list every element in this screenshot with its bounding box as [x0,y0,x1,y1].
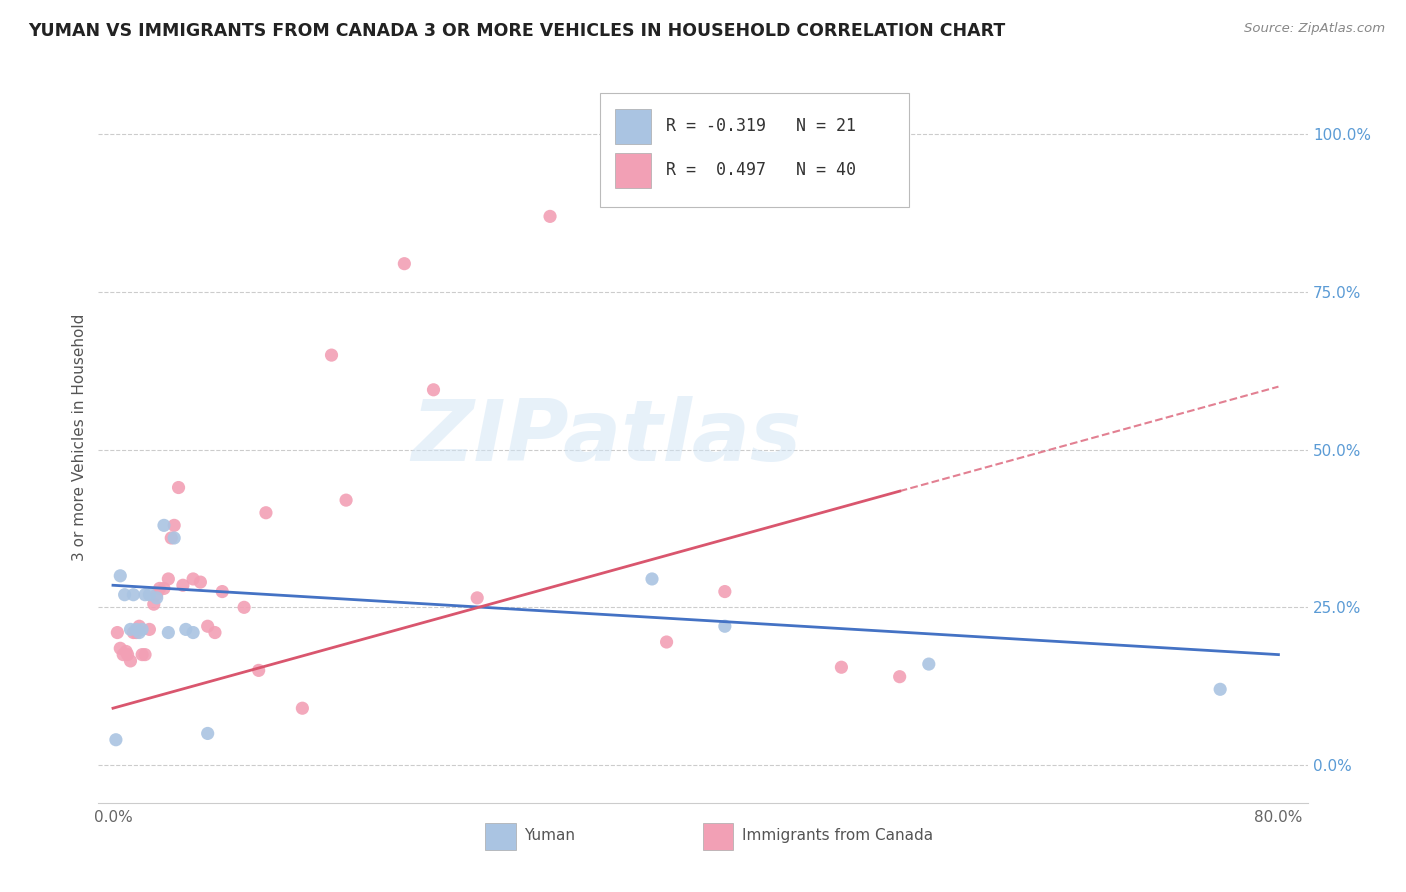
Point [163,531,186,545]
Point [830,660,852,674]
Point [422,383,444,397]
Point [120,654,142,668]
Point [174,623,197,637]
Point [134,588,156,602]
Point [131,623,153,637]
Point [714,584,737,599]
FancyBboxPatch shape [485,822,516,850]
Point [145,591,167,605]
Point [104,732,127,747]
Point [110,569,132,583]
Point [233,600,256,615]
Point [110,641,132,656]
Point [335,493,357,508]
Point [181,625,204,640]
Point [125,623,148,637]
Point [134,648,156,662]
Point [211,584,233,599]
Point [153,518,176,533]
Point [160,531,183,545]
Point [142,597,165,611]
Point [157,625,180,640]
Point [172,578,194,592]
Point [114,588,136,602]
FancyBboxPatch shape [703,822,734,850]
Point [641,572,664,586]
Point [120,623,142,637]
Point [128,625,150,640]
Text: R =  0.497   N = 40: R = 0.497 N = 40 [665,161,855,179]
Y-axis label: 3 or more Vehicles in Household: 3 or more Vehicles in Household [72,313,87,561]
Point [122,625,145,640]
Point [197,619,219,633]
Point [138,623,160,637]
Point [465,591,488,605]
Point [889,670,911,684]
Point [138,588,160,602]
Point [122,588,145,602]
Point [163,518,186,533]
Point [394,257,416,271]
Point [247,664,270,678]
Point [145,588,167,602]
Point [117,648,139,662]
Point [153,582,176,596]
Point [131,648,153,662]
Point [157,572,180,586]
Point [190,575,212,590]
FancyBboxPatch shape [614,109,651,144]
FancyBboxPatch shape [600,94,908,207]
Point [125,625,148,640]
Point [181,572,204,586]
Point [655,635,678,649]
Point [112,648,135,662]
Point [538,210,561,224]
Text: R = -0.319   N = 21: R = -0.319 N = 21 [665,117,855,136]
Text: Source: ZipAtlas.com: Source: ZipAtlas.com [1244,22,1385,36]
Point [115,644,138,658]
Text: ZIPatlas: ZIPatlas [411,395,801,479]
Point [918,657,941,671]
Text: Yuman: Yuman [524,828,575,843]
Point [1209,682,1232,697]
Point [105,625,128,640]
Text: Immigrants from Canada: Immigrants from Canada [742,828,932,843]
Point [291,701,314,715]
Text: YUMAN VS IMMIGRANTS FROM CANADA 3 OR MORE VEHICLES IN HOUSEHOLD CORRELATION CHAR: YUMAN VS IMMIGRANTS FROM CANADA 3 OR MOR… [28,22,1005,40]
Point [167,481,190,495]
Point [197,726,219,740]
FancyBboxPatch shape [614,153,651,187]
Point [149,582,172,596]
Point [714,619,737,633]
Point [128,619,150,633]
Point [204,625,226,640]
Point [321,348,343,362]
Point [254,506,277,520]
